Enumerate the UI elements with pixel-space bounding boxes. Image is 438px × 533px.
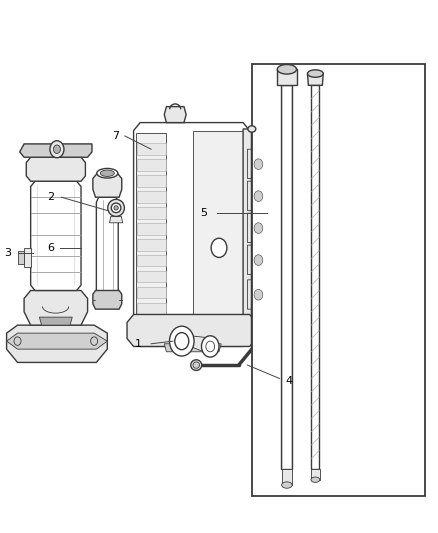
Polygon shape <box>134 123 250 346</box>
Circle shape <box>91 337 98 345</box>
Polygon shape <box>93 173 122 197</box>
Polygon shape <box>31 181 81 290</box>
Ellipse shape <box>307 70 323 77</box>
Polygon shape <box>18 251 24 264</box>
Polygon shape <box>136 133 166 336</box>
Polygon shape <box>137 271 166 282</box>
Polygon shape <box>164 344 221 352</box>
Polygon shape <box>281 85 293 469</box>
Polygon shape <box>311 85 319 469</box>
Ellipse shape <box>100 170 114 176</box>
Polygon shape <box>193 131 247 336</box>
Polygon shape <box>307 74 323 85</box>
Circle shape <box>175 333 189 350</box>
Circle shape <box>206 341 215 352</box>
Circle shape <box>53 145 60 154</box>
Polygon shape <box>311 469 320 480</box>
Ellipse shape <box>97 168 118 178</box>
Circle shape <box>254 255 263 265</box>
Polygon shape <box>96 197 118 296</box>
Text: 2: 2 <box>47 192 54 202</box>
Circle shape <box>14 337 21 345</box>
Polygon shape <box>137 191 166 203</box>
Circle shape <box>254 191 263 201</box>
Ellipse shape <box>248 126 256 132</box>
Polygon shape <box>164 107 186 123</box>
Circle shape <box>254 159 263 169</box>
Text: 5: 5 <box>200 208 207 218</box>
Polygon shape <box>110 216 123 223</box>
Circle shape <box>254 289 263 300</box>
Polygon shape <box>137 287 166 298</box>
Ellipse shape <box>114 206 118 210</box>
Polygon shape <box>137 239 166 251</box>
Circle shape <box>201 336 219 357</box>
Circle shape <box>170 326 194 356</box>
Ellipse shape <box>108 199 124 216</box>
Ellipse shape <box>111 203 121 213</box>
Polygon shape <box>137 319 166 330</box>
Polygon shape <box>24 290 88 325</box>
Polygon shape <box>247 181 269 211</box>
Text: 3: 3 <box>4 248 11 258</box>
Ellipse shape <box>193 362 200 368</box>
Polygon shape <box>277 69 297 85</box>
Polygon shape <box>20 144 92 157</box>
Polygon shape <box>137 223 166 235</box>
Polygon shape <box>137 159 166 171</box>
Ellipse shape <box>311 477 320 482</box>
Polygon shape <box>7 333 107 349</box>
Polygon shape <box>137 175 166 187</box>
Ellipse shape <box>282 482 292 488</box>
Polygon shape <box>243 129 258 338</box>
Circle shape <box>254 223 263 233</box>
Polygon shape <box>127 314 256 346</box>
Polygon shape <box>282 469 292 485</box>
Text: 7: 7 <box>113 131 120 141</box>
Bar <box>252 64 425 496</box>
Polygon shape <box>26 157 85 181</box>
Polygon shape <box>137 207 166 219</box>
Polygon shape <box>247 213 269 243</box>
Polygon shape <box>137 303 166 314</box>
Text: 6: 6 <box>47 243 54 253</box>
Ellipse shape <box>277 64 297 74</box>
Polygon shape <box>263 123 276 349</box>
Polygon shape <box>247 149 269 179</box>
Text: 1: 1 <box>134 339 141 349</box>
Polygon shape <box>93 290 122 309</box>
Polygon shape <box>247 280 269 309</box>
Polygon shape <box>24 248 31 266</box>
Polygon shape <box>137 143 166 155</box>
Polygon shape <box>137 255 166 266</box>
Circle shape <box>50 141 64 158</box>
Polygon shape <box>191 336 215 354</box>
Text: 4: 4 <box>286 376 293 386</box>
Polygon shape <box>39 317 72 325</box>
Polygon shape <box>247 245 269 274</box>
Polygon shape <box>7 325 107 362</box>
Ellipse shape <box>191 360 201 370</box>
Circle shape <box>211 238 227 257</box>
